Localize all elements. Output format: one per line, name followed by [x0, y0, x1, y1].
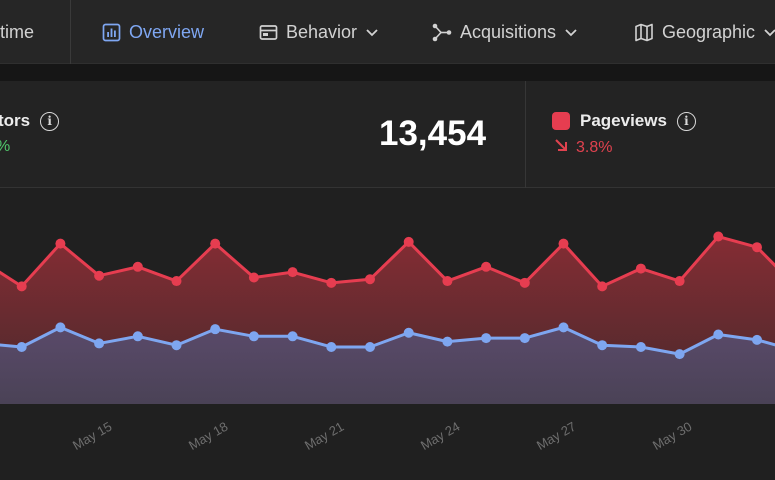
- visitors-point[interactable]: [519, 333, 530, 344]
- pageviews-point[interactable]: [94, 270, 105, 281]
- chevron-down-icon: [365, 25, 379, 39]
- visitors-area: [0, 327, 775, 404]
- pageviews-label: Pageviews: [580, 111, 667, 130]
- visitors-value: 13,454: [379, 114, 487, 153]
- visitors-point[interactable]: [558, 322, 569, 333]
- visitors-point[interactable]: [248, 331, 259, 342]
- visitors-delta: %: [0, 138, 10, 156]
- visitors-series-line: [0, 325, 775, 356]
- stat-divider: [525, 81, 526, 188]
- pageviews-point[interactable]: [365, 274, 375, 285]
- pageviews-point[interactable]: [635, 263, 646, 274]
- visitors-point[interactable]: [752, 334, 762, 345]
- pageviews-stat-label: Pageviews i: [552, 111, 696, 131]
- pageviews-point[interactable]: [248, 272, 259, 283]
- visitors-point[interactable]: [287, 331, 298, 342]
- info-icon[interactable]: i: [676, 111, 696, 131]
- visitors-point[interactable]: [94, 338, 105, 349]
- visitors-point[interactable]: [481, 333, 492, 344]
- pageviews-point[interactable]: [558, 238, 569, 249]
- visitors-point[interactable]: [713, 329, 724, 340]
- pageviews-point[interactable]: [171, 276, 182, 287]
- pageviews-delta: 3.8%: [554, 138, 612, 157]
- visitors-point[interactable]: [210, 324, 221, 335]
- pageviews-point[interactable]: [481, 261, 492, 272]
- tab-realtime[interactable]: time: [0, 0, 34, 64]
- tab-geographic-label: Geographic: [662, 21, 756, 42]
- traffic-chart: May 15 May 18 May 21 May 24 May 27 May 30: [0, 188, 775, 480]
- pageviews-point[interactable]: [674, 276, 685, 287]
- window-icon: [259, 23, 278, 42]
- pageviews-point[interactable]: [55, 238, 66, 249]
- visitors-point[interactable]: [171, 340, 182, 351]
- arrow-down-right-icon: [554, 138, 568, 157]
- pageviews-point[interactable]: [597, 281, 608, 292]
- pageviews-series-line: [0, 235, 775, 288]
- tab-overview-label: Overview: [129, 21, 205, 42]
- map-icon: [634, 23, 654, 42]
- pageviews-point[interactable]: [132, 261, 143, 272]
- top-nav: time Overview Behavior Acquisitions: [0, 0, 775, 64]
- chevron-down-icon: [763, 25, 775, 39]
- pageviews-point[interactable]: [287, 267, 298, 278]
- visitors-point[interactable]: [442, 336, 453, 347]
- pageviews-point[interactable]: [519, 277, 530, 288]
- visitors-point[interactable]: [132, 331, 143, 342]
- tab-behavior[interactable]: Behavior: [259, 0, 379, 64]
- pageviews-point[interactable]: [752, 242, 762, 253]
- tab-geographic[interactable]: Geographic: [634, 0, 775, 64]
- pageviews-point[interactable]: [210, 238, 221, 249]
- visitors-label: tors: [0, 111, 31, 130]
- visitors-stat-label: tors i: [0, 111, 60, 131]
- nav-divider: [70, 0, 71, 64]
- chart-svg: [0, 231, 775, 404]
- visitors-point[interactable]: [597, 340, 608, 351]
- visitors-point[interactable]: [55, 322, 66, 333]
- pageviews-legend-swatch[interactable]: [552, 112, 570, 130]
- pageviews-delta-value: 3.8%: [576, 138, 613, 156]
- nav-shadow-strip: [0, 64, 775, 81]
- pageviews-point[interactable]: [16, 281, 27, 292]
- network-icon: [432, 23, 452, 42]
- visitors-point[interactable]: [674, 349, 685, 360]
- chevron-down-icon: [564, 25, 578, 39]
- pageviews-point[interactable]: [442, 276, 453, 287]
- visitors-point[interactable]: [365, 341, 375, 352]
- tab-acquisitions[interactable]: Acquisitions: [432, 0, 578, 64]
- visitors-point[interactable]: [635, 341, 646, 352]
- stats-row: tors i % 13,454 Pageviews i 3.8%: [0, 81, 775, 188]
- visitors-point[interactable]: [403, 327, 414, 338]
- visitors-point[interactable]: [16, 341, 27, 352]
- tab-realtime-label: time: [0, 21, 35, 42]
- tab-behavior-label: Behavior: [286, 21, 358, 42]
- tab-overview[interactable]: Overview: [102, 0, 204, 64]
- tab-acquisitions-label: Acquisitions: [460, 21, 557, 42]
- pageviews-point[interactable]: [403, 236, 414, 247]
- visitors-point[interactable]: [326, 341, 337, 352]
- pageviews-point[interactable]: [326, 277, 337, 288]
- pageviews-point[interactable]: [713, 231, 724, 242]
- info-icon[interactable]: i: [40, 111, 60, 131]
- bar-chart-icon: [102, 23, 121, 42]
